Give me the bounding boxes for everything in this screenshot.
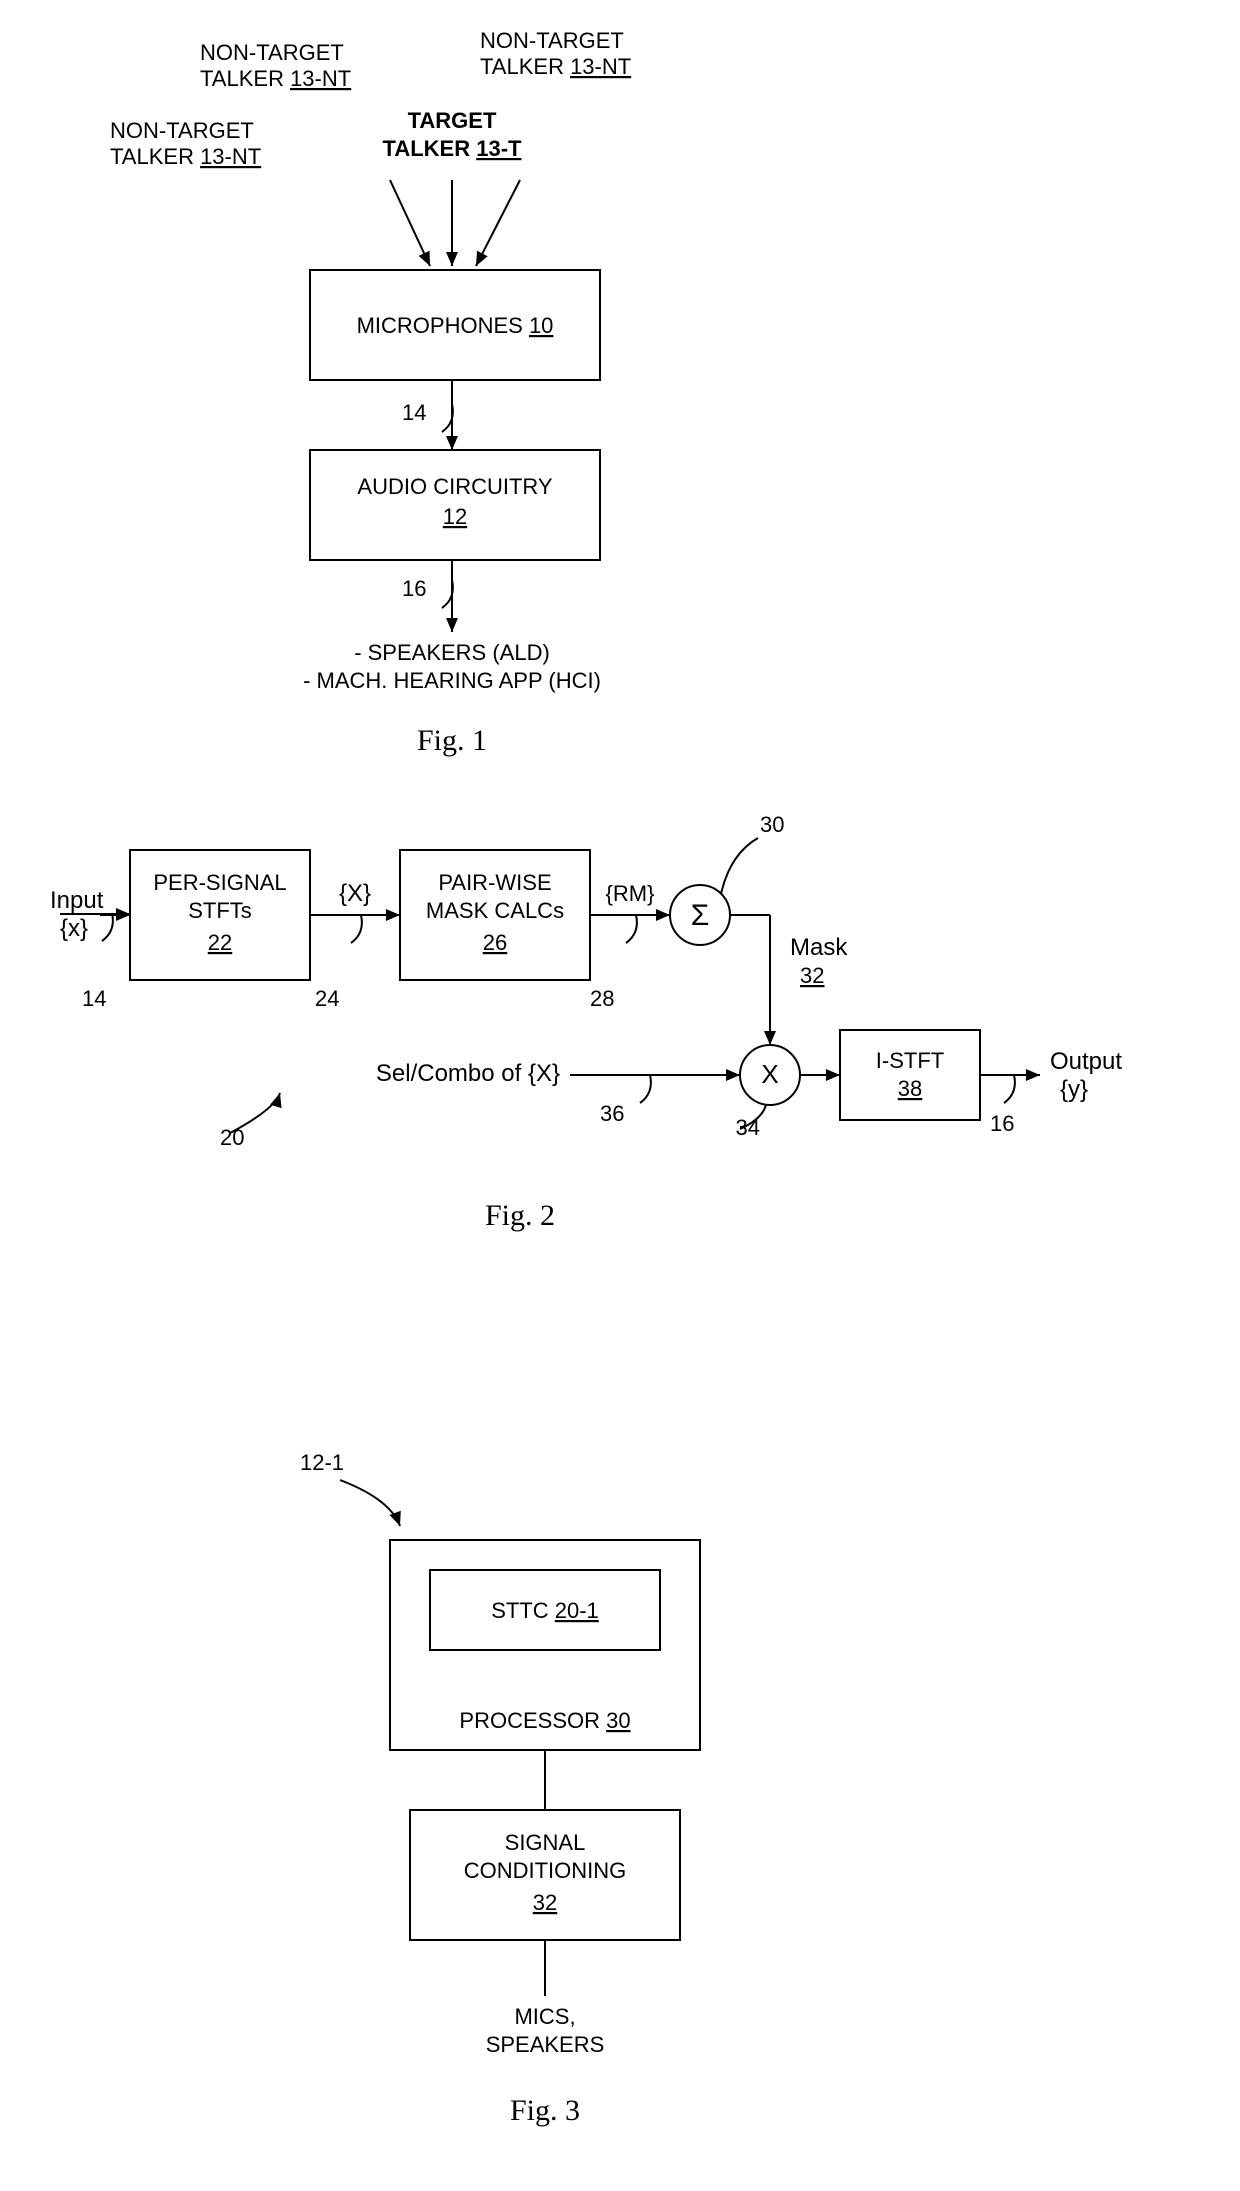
fig1-arrow-16-head [446,618,458,632]
fig3-sig-ref: 32 [533,1890,557,1915]
fig2-sel: Sel/Combo of {X} [376,1060,560,1087]
fig2-lead-30 [721,838,758,894]
fig2-midX: {X} [339,880,371,907]
fig3-lead-12-head [390,1511,401,1526]
fig3-caption: Fig. 3 [510,2094,580,2127]
fig2-n36: 36 [600,1101,624,1126]
fig2-n20: 20 [220,1125,244,1150]
fig2-tick-36 [640,1075,651,1103]
fig2-mask-l1: PAIR-WISE [438,870,551,895]
fig2-tick-28 [626,915,637,943]
fig2-arrow-out-head [1026,1069,1040,1081]
fig1-caption: Fig. 1 [417,724,487,757]
fig1-target-l1: TARGET [408,108,497,133]
fig1-out-l2: - MACH. HEARING APP (HCI) [303,668,601,693]
fig2-caption: Fig. 2 [485,1199,555,1232]
fig3-sttc-label: STTC 20-1 [491,1598,599,1623]
fig2-mask-l2: MASK CALCs [426,898,564,923]
fig2-masklbl-ref: 32 [800,963,824,988]
fig1-arrow-left [390,180,430,266]
fig1-nt-right-l2: TALKER 13-NT [480,54,631,79]
fig2-stft-ref: 22 [208,930,232,955]
fig1-out-l1: - SPEAKERS (ALD) [354,640,550,665]
fig1-arrow-right [476,180,520,266]
fig2-tick-14 [102,913,113,941]
fig2-n14: 14 [82,986,106,1011]
fig1-ref-14: 14 [402,400,426,425]
fig3-out-l2: SPEAKERS [486,2032,605,2057]
fig2-out-l1: Output [1050,1048,1122,1075]
fig2-input-l1: Input [50,887,104,914]
fig2-istft-box [840,1030,980,1120]
fig3-ref12: 12-1 [300,1450,344,1475]
fig2-tick-16 [1004,1075,1015,1103]
fig2-masklbl-l1: Mask [790,934,848,961]
fig1-nt-left-l1: NON-TARGET [110,118,254,143]
fig2-n24: 24 [315,986,339,1011]
fig2-stft-l1: PER-SIGNAL [153,870,286,895]
fig3-sig-l1: SIGNAL [505,1830,586,1855]
fig1-target-l2: TALKER 13-T [383,136,523,161]
fig2-arrow-input-head [116,909,130,921]
fig1-nt-right-l1: NON-TARGET [480,28,624,53]
fig2-arrow-to-istft-head [826,1069,840,1081]
fig2-sum-glyph: Σ [691,899,710,932]
fig2-mult-glyph: X [761,1059,778,1089]
fig3-sig-l2: CONDITIONING [464,1858,627,1883]
fig2-midRM: {RM} [606,881,655,906]
fig2-arrow-x-head [386,909,400,921]
fig1-audio-l1: AUDIO CIRCUITRY [357,474,552,499]
fig3-out-l1: MICS, [514,2004,575,2029]
fig2-istft-ref: 38 [898,1076,922,1101]
fig1-mic-label: MICROPHONES 10 [357,313,554,338]
fig1-arrow-mid-head [446,252,458,266]
fig2-stft-l2: STFTs [188,898,252,923]
fig1-nt-mid-l1: NON-TARGET [200,40,344,65]
fig1-arrow-14-head [446,436,458,450]
fig2-n16: 16 [990,1111,1014,1136]
fig2-arrow-sel-head [726,1069,740,1081]
fig1-audio-ref: 12 [443,504,467,529]
fig2-arrow-down-head [764,1031,776,1045]
fig2-tick-24 [351,915,362,943]
fig3-proc-label: PROCESSOR 30 [459,1708,630,1733]
fig2-n28: 28 [590,986,614,1011]
fig1-nt-mid-l2: TALKER 13-NT [200,66,351,91]
fig2-input-l2: {x} [60,915,88,942]
fig2-istft-l: I-STFT [876,1048,944,1073]
fig1-nt-left-l2: TALKER 13-NT [110,144,261,169]
fig2-n30: 30 [760,812,784,837]
fig1-ref-16: 16 [402,576,426,601]
fig2-mask-ref: 26 [483,930,507,955]
fig3-lead-12 [340,1480,400,1526]
fig2-arrow-rm-head [656,909,670,921]
fig2-out-l2: {y} [1060,1076,1088,1103]
